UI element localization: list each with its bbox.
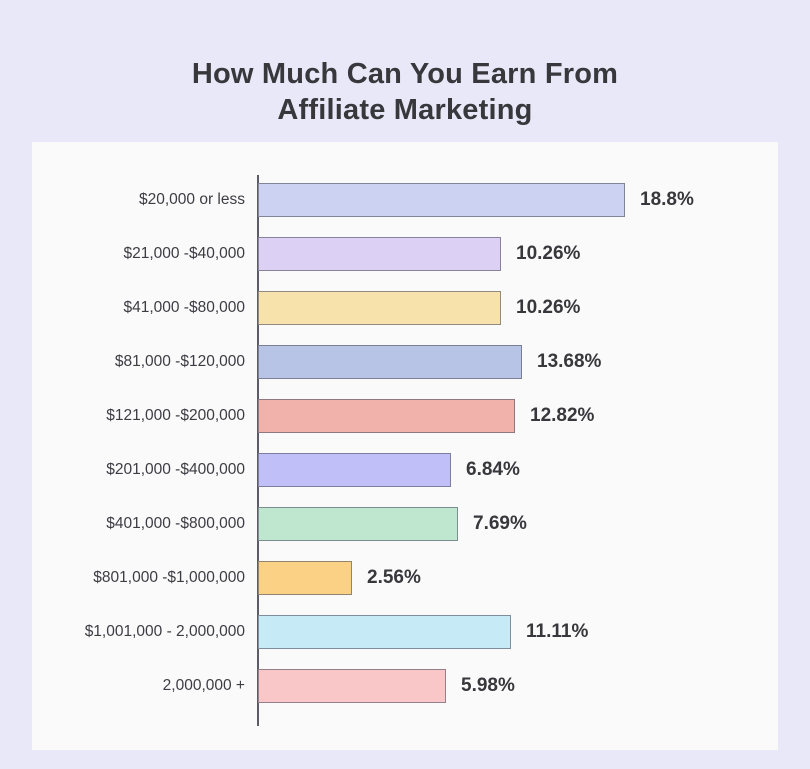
bar-row: $20,000 or less 18.8%	[32, 173, 778, 227]
category-label: $1,001,000 - 2,000,000	[84, 623, 245, 640]
category-label: $801,000 -$1,000,000	[93, 569, 245, 586]
bar	[258, 453, 451, 487]
chart-panel: $20,000 or less 18.8% $21,000 -$40,000 1…	[32, 142, 778, 750]
chart-title-line-1: How Much Can You Earn From	[191, 58, 619, 91]
chart-title-line-2: Affiliate Marketing	[277, 93, 533, 126]
value-label: 10.26%	[516, 297, 581, 318]
category-label: $41,000 -$80,000	[123, 299, 245, 316]
bar	[258, 669, 446, 703]
value-label: 18.8%	[640, 189, 694, 210]
category-label: $81,000 -$120,000	[114, 353, 245, 370]
value-label: 13.68%	[537, 351, 602, 372]
bar	[258, 561, 352, 595]
bar-row: 2,000,000 + 5.98%	[32, 659, 778, 713]
bar-row: $401,000 -$800,000 7.69%	[32, 497, 778, 551]
bar	[258, 183, 625, 217]
bar-row: $801,000 -$1,000,000 2.56%	[32, 551, 778, 605]
bar	[258, 507, 458, 541]
value-label: 7.69%	[473, 513, 527, 534]
value-label: 5.98%	[461, 675, 515, 696]
category-label: $21,000 -$40,000	[123, 245, 245, 262]
category-label: 2,000,000 +	[162, 677, 245, 694]
value-label: 2.56%	[367, 567, 421, 588]
chart-title: How Much Can You Earn From Affiliate Mar…	[0, 57, 810, 128]
y-axis-line	[257, 175, 259, 726]
bar	[258, 237, 501, 271]
value-label: 12.82%	[530, 405, 595, 426]
bar-row: $1,001,000 - 2,000,000 11.11%	[32, 605, 778, 659]
category-label: $121,000 -$200,000	[106, 407, 245, 424]
bar-row: $41,000 -$80,000 10.26%	[32, 281, 778, 335]
bar-rows-container: $20,000 or less 18.8% $21,000 -$40,000 1…	[32, 173, 778, 713]
bar-row: $201,000 -$400,000 6.84%	[32, 443, 778, 497]
bar-row: $81,000 -$120,000 13.68%	[32, 335, 778, 389]
value-label: 10.26%	[516, 243, 581, 264]
bar-row: $21,000 -$40,000 10.26%	[32, 227, 778, 281]
bar	[258, 615, 511, 649]
category-label: $401,000 -$800,000	[106, 515, 245, 532]
bar-row: $121,000 -$200,000 12.82%	[32, 389, 778, 443]
value-label: 11.11%	[526, 621, 589, 642]
value-label: 6.84%	[466, 459, 520, 480]
category-label: $201,000 -$400,000	[106, 461, 245, 478]
bar	[258, 345, 522, 379]
bar	[258, 291, 501, 325]
bar	[258, 399, 515, 433]
category-label: $20,000 or less	[139, 191, 245, 208]
